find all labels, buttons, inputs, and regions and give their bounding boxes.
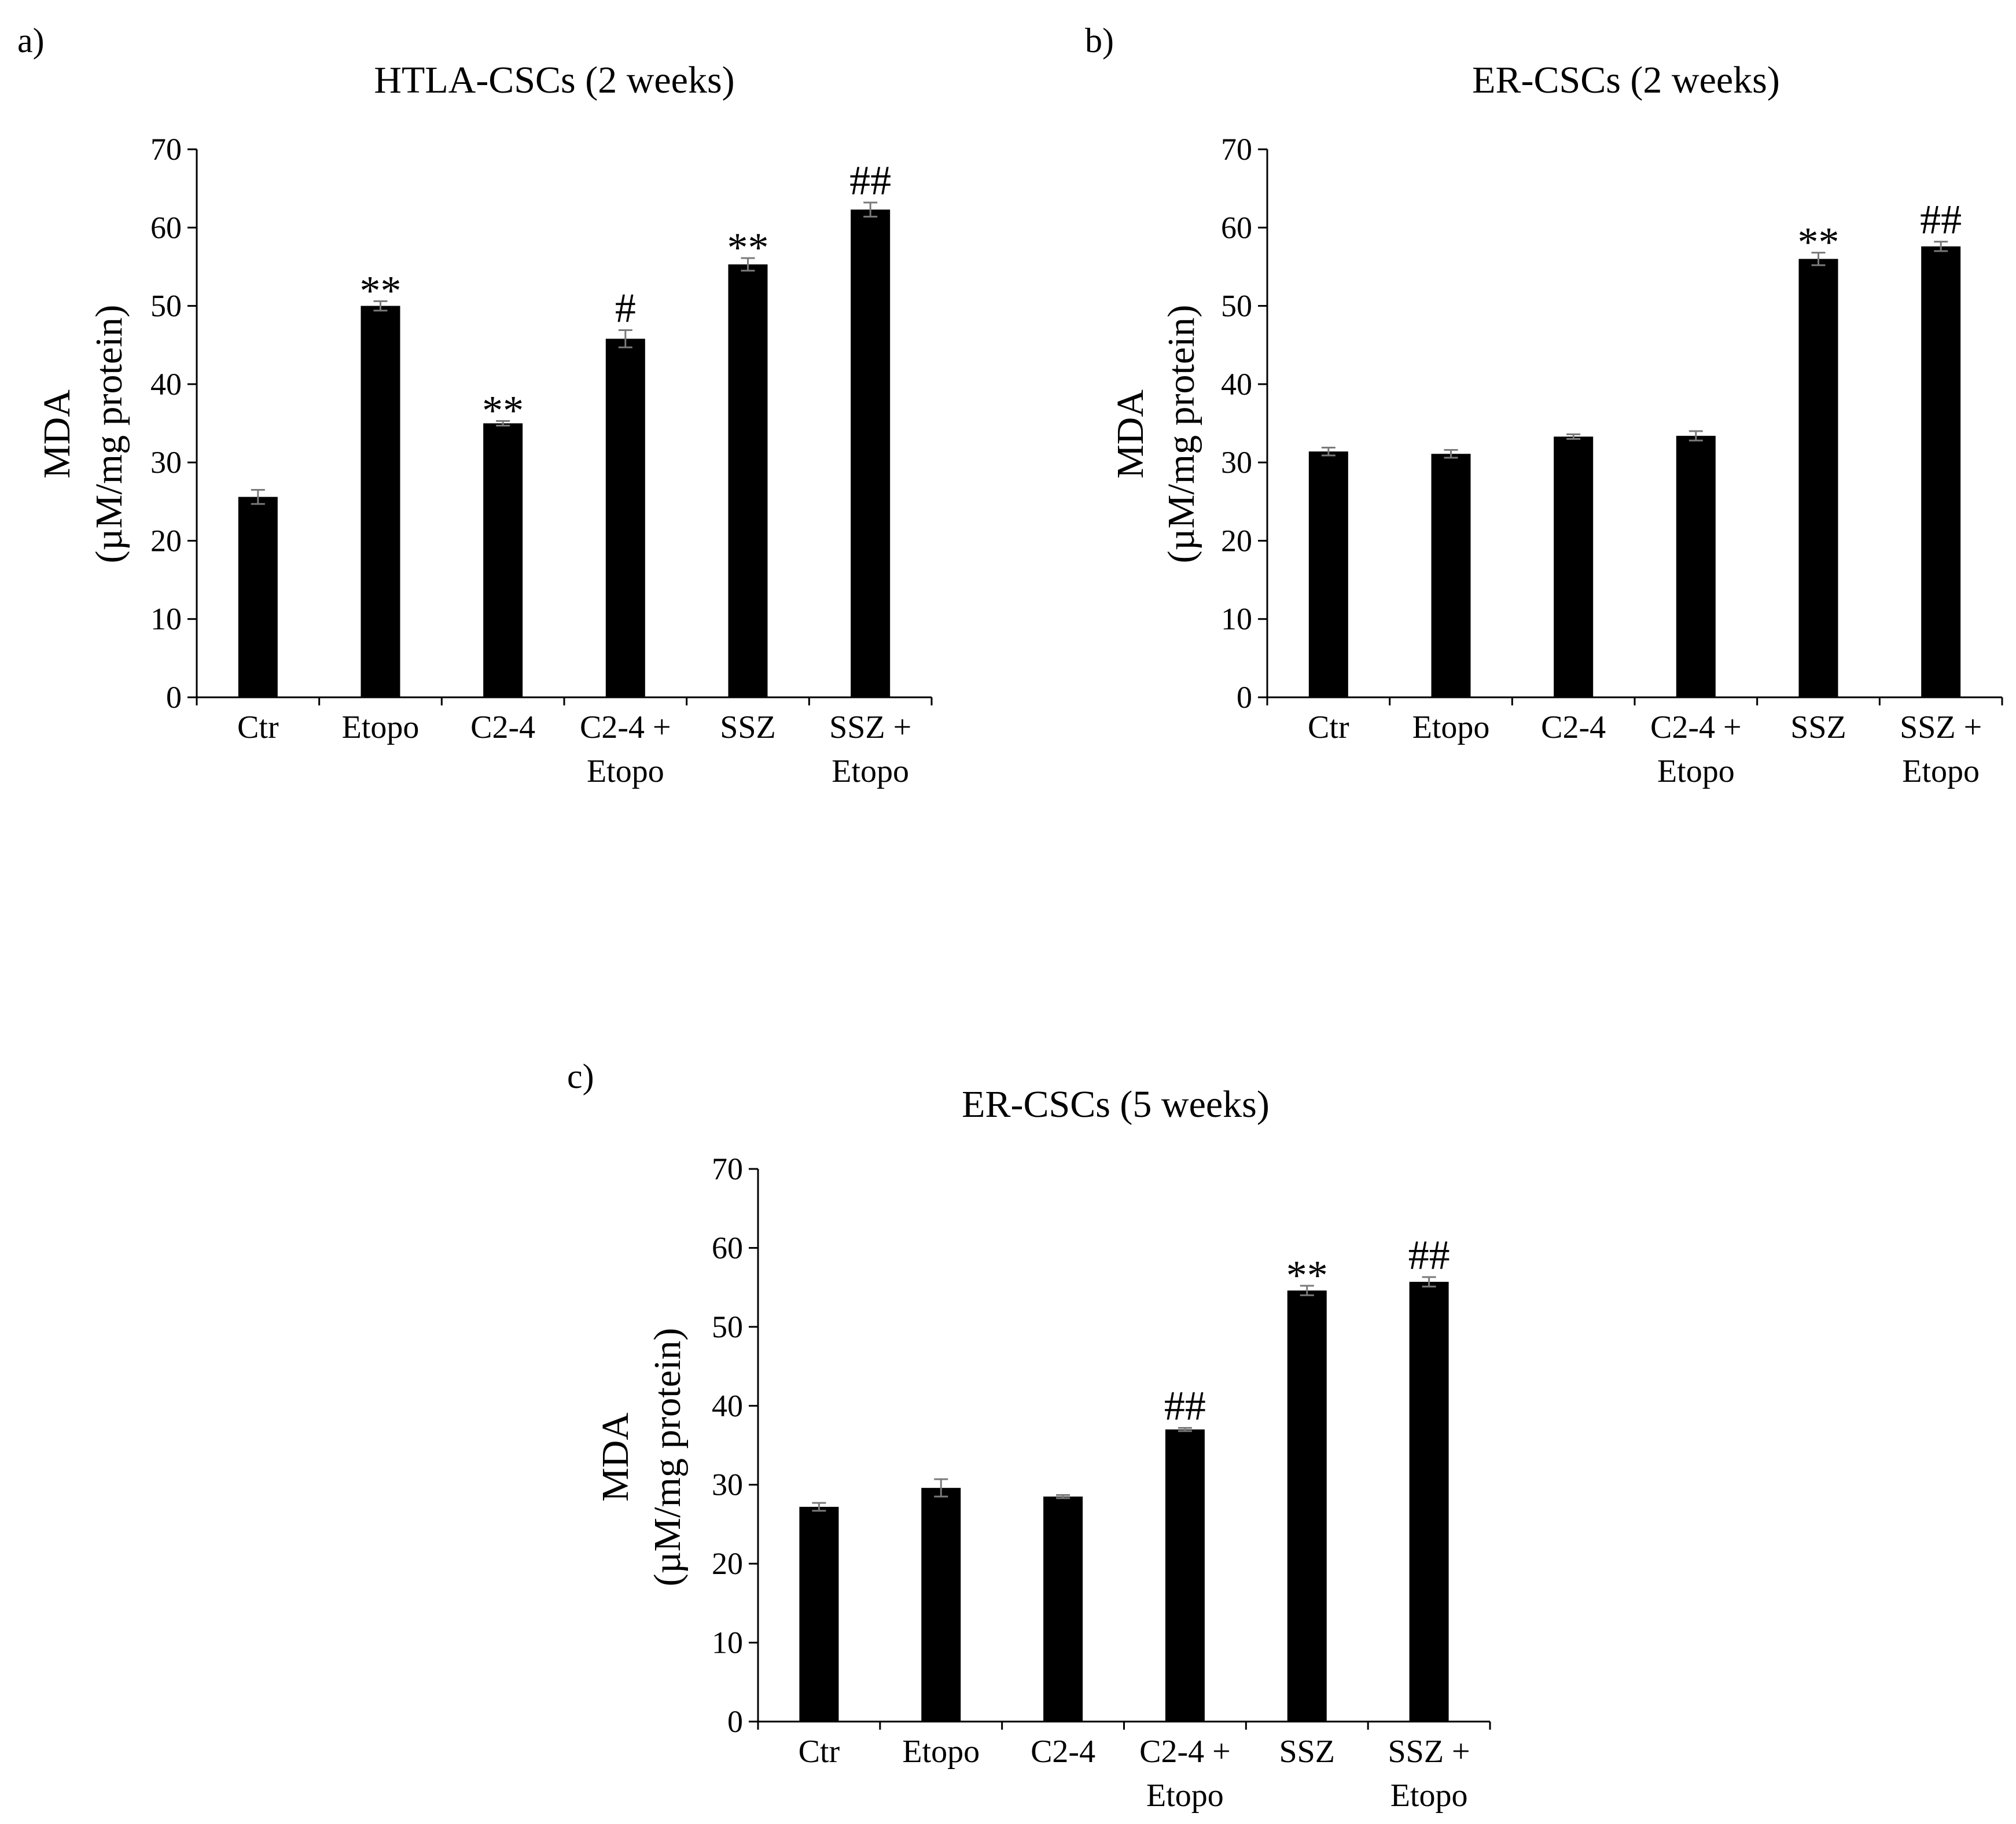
y-tick-label-a-10: 10 bbox=[150, 602, 182, 637]
bar-a-2 bbox=[483, 423, 523, 697]
x-tick-label-c-0-0: Ctr bbox=[799, 1734, 840, 1770]
y-tick-label-b-50: 50 bbox=[1221, 289, 1252, 323]
y-tick-label-c-30: 30 bbox=[712, 1468, 743, 1502]
significance-label-a-1: ** bbox=[360, 267, 402, 314]
x-tick-label-c-2-0: C2-4 bbox=[1031, 1734, 1095, 1770]
bar-c-0 bbox=[799, 1506, 839, 1722]
y-tick-label-c-40: 40 bbox=[712, 1388, 743, 1423]
x-tick-label-c-5-0: SSZ + bbox=[1388, 1734, 1470, 1770]
panel-letter-b: b) bbox=[1085, 21, 1114, 60]
y-tick-label-c-60: 60 bbox=[712, 1230, 743, 1265]
significance-label-c-4: ** bbox=[1286, 1252, 1328, 1299]
bar-b-5 bbox=[1921, 246, 1961, 697]
y-tick-label-c-10: 10 bbox=[712, 1626, 743, 1660]
x-tick-label-a-1-0: Etopo bbox=[342, 709, 420, 745]
x-tick-label-b-2-0: C2-4 bbox=[1541, 709, 1606, 745]
x-tick-label-b-5-0: SSZ + bbox=[1900, 709, 1982, 745]
y-axis-sublabel-a: (µM/mg protein) bbox=[88, 305, 130, 564]
y-tick-label-b-40: 40 bbox=[1221, 367, 1252, 402]
x-tick-label-b-4-0: SSZ bbox=[1790, 709, 1846, 745]
bar-a-5 bbox=[851, 209, 891, 697]
panel-b: b) ER-CSCs (2 weeks) MDA (µM/mg protein)… bbox=[1085, 21, 2003, 789]
y-tick-label-b-30: 30 bbox=[1221, 445, 1252, 480]
panel-c: c) ER-CSCs (5 weeks) MDA (µM/mg protein)… bbox=[567, 1057, 1491, 1814]
y-axis-label-a: MDA bbox=[36, 389, 78, 479]
x-tick-label-c-4-0: SSZ bbox=[1279, 1734, 1336, 1770]
significance-label-a-5: ## bbox=[849, 157, 891, 204]
x-tick-label-c-1-0: Etopo bbox=[902, 1734, 980, 1770]
y-tick-label-c-0: 0 bbox=[727, 1704, 743, 1739]
y-axis-sublabel-c: (µM/mg protein) bbox=[646, 1328, 689, 1587]
significance-label-a-3: # bbox=[615, 285, 636, 332]
y-tick-label-a-50: 50 bbox=[150, 289, 182, 323]
significance-label-b-5: ## bbox=[1920, 197, 1962, 243]
panel-a: a) HTLA-CSCs (2 weeks) MDA (µM/mg protei… bbox=[17, 21, 933, 789]
x-tick-label-a-3-0: C2-4 + bbox=[580, 709, 671, 745]
y-axis-sublabel-b: (µM/mg protein) bbox=[1160, 305, 1202, 564]
x-tick-label-b-5-1: Etopo bbox=[1902, 753, 1980, 789]
bar-c-4 bbox=[1287, 1290, 1327, 1722]
x-tick-label-b-3-0: C2-4 + bbox=[1650, 709, 1742, 745]
significance-label-a-2: ** bbox=[482, 387, 524, 433]
y-tick-label-c-50: 50 bbox=[712, 1310, 743, 1344]
y-tick-label-b-10: 10 bbox=[1221, 602, 1252, 637]
bar-a-0 bbox=[238, 497, 278, 697]
y-tick-label-b-0: 0 bbox=[1237, 680, 1252, 715]
x-tick-label-c-3-1: Etopo bbox=[1146, 1778, 1224, 1814]
y-tick-label-c-70: 70 bbox=[712, 1152, 743, 1186]
bar-b-4 bbox=[1798, 259, 1838, 697]
bar-b-0 bbox=[1308, 451, 1348, 697]
y-tick-label-a-30: 30 bbox=[150, 445, 182, 480]
y-tick-label-b-70: 70 bbox=[1221, 132, 1252, 167]
y-tick-label-a-60: 60 bbox=[150, 210, 182, 245]
chart-title-b: ER-CSCs (2 weeks) bbox=[1472, 59, 1780, 101]
chart-title-a: HTLA-CSCs (2 weeks) bbox=[374, 59, 734, 101]
bar-b-1 bbox=[1431, 454, 1471, 697]
y-tick-label-a-0: 0 bbox=[166, 680, 182, 715]
x-tick-label-b-0-0: Ctr bbox=[1308, 709, 1349, 745]
y-tick-label-b-60: 60 bbox=[1221, 210, 1252, 245]
x-tick-label-a-2-0: C2-4 bbox=[470, 709, 535, 745]
significance-label-b-4: ** bbox=[1798, 219, 1840, 266]
y-tick-label-a-40: 40 bbox=[150, 367, 182, 402]
x-tick-label-a-0-0: Ctr bbox=[237, 709, 279, 745]
y-tick-label-c-20: 20 bbox=[712, 1546, 743, 1581]
y-axis-label-c: MDA bbox=[594, 1413, 637, 1502]
chart-title-c: ER-CSCs (5 weeks) bbox=[962, 1083, 1270, 1126]
x-tick-label-c-5-1: Etopo bbox=[1390, 1778, 1468, 1814]
x-tick-label-a-5-0: SSZ + bbox=[829, 709, 911, 745]
significance-label-c-5: ## bbox=[1408, 1232, 1450, 1278]
y-axis-label-b: MDA bbox=[1109, 389, 1152, 479]
bar-b-2 bbox=[1554, 436, 1594, 697]
y-tick-label-a-20: 20 bbox=[150, 523, 182, 558]
x-tick-label-b-3-1: Etopo bbox=[1657, 753, 1735, 789]
x-tick-label-b-1-0: Etopo bbox=[1412, 709, 1490, 745]
x-tick-label-a-5-1: Etopo bbox=[832, 753, 909, 789]
bar-c-1 bbox=[921, 1488, 961, 1722]
significance-label-a-4: ** bbox=[727, 225, 769, 271]
y-tick-label-b-20: 20 bbox=[1221, 523, 1252, 558]
x-tick-label-a-3-1: Etopo bbox=[587, 753, 664, 789]
bar-a-1 bbox=[360, 306, 400, 697]
bar-c-5 bbox=[1409, 1282, 1449, 1722]
panel-letter-a: a) bbox=[17, 21, 45, 60]
panel-letter-c: c) bbox=[567, 1057, 594, 1095]
significance-label-c-3: ## bbox=[1164, 1382, 1206, 1429]
bar-b-3 bbox=[1676, 436, 1716, 697]
bar-c-2 bbox=[1043, 1496, 1083, 1722]
bar-a-3 bbox=[605, 339, 645, 697]
bar-c-3 bbox=[1165, 1429, 1205, 1722]
bar-a-4 bbox=[728, 264, 768, 697]
x-tick-label-c-3-0: C2-4 + bbox=[1139, 1734, 1231, 1770]
y-tick-label-a-70: 70 bbox=[150, 132, 182, 167]
x-tick-label-a-4-0: SSZ bbox=[720, 709, 776, 745]
